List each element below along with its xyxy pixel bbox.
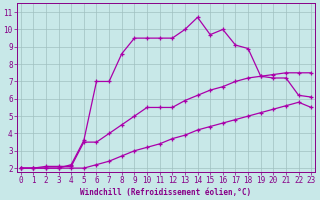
X-axis label: Windchill (Refroidissement éolien,°C): Windchill (Refroidissement éolien,°C) xyxy=(80,188,252,197)
